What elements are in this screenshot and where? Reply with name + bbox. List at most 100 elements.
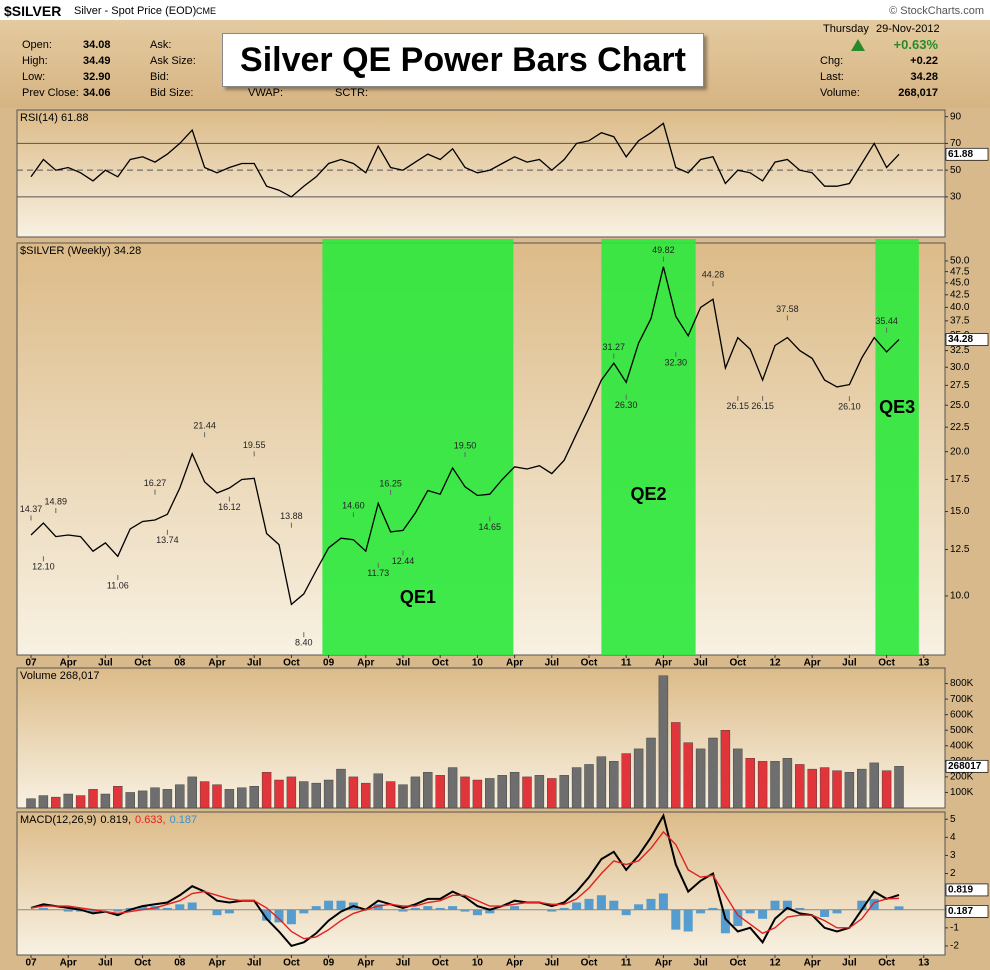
order-field: Bid Size: bbox=[150, 87, 194, 99]
histogram-bar bbox=[274, 909, 284, 923]
volume-bar bbox=[212, 784, 222, 809]
y-tick-label: 5 bbox=[950, 814, 956, 825]
x-tick-label: Apr bbox=[60, 658, 77, 669]
stat-label: Last: bbox=[820, 71, 844, 83]
y-tick-label: 40.0 bbox=[950, 302, 970, 313]
x-tick-label: Oct bbox=[134, 658, 151, 669]
volume-bar bbox=[398, 784, 408, 809]
histogram-bar bbox=[187, 902, 197, 910]
volume-bar bbox=[708, 737, 718, 809]
y-tick-label: 4 bbox=[950, 832, 956, 843]
volume-bar bbox=[323, 779, 334, 809]
volume-bar bbox=[547, 778, 557, 809]
histogram-bar bbox=[472, 909, 482, 916]
volume-bar bbox=[770, 761, 780, 809]
change-pct: +0.63% bbox=[893, 37, 938, 52]
volume-bar bbox=[51, 796, 61, 809]
volume-bar bbox=[596, 756, 607, 809]
volume-bar bbox=[423, 772, 433, 809]
x-tick-label: Apr bbox=[357, 658, 374, 669]
panel-label: MACD(12,26,9) 0.819, 0.633, 0.187 bbox=[20, 814, 197, 826]
histogram-bar bbox=[38, 907, 48, 910]
panel-bg bbox=[16, 109, 946, 238]
volume-bar bbox=[757, 761, 768, 809]
chart-title: Silver QE Power Bars Chart bbox=[222, 33, 704, 87]
x-tick-label: 11 bbox=[621, 658, 632, 669]
histogram-bar bbox=[311, 906, 321, 910]
histogram-bar bbox=[596, 895, 606, 910]
last-value-box bbox=[945, 759, 989, 773]
x-tick-label: 12 bbox=[769, 658, 781, 669]
panel-label-text: MACD(12,26,9) bbox=[20, 814, 96, 826]
volume-bar bbox=[633, 748, 644, 809]
histogram-bar bbox=[410, 907, 420, 910]
copyright: © StockCharts.com bbox=[889, 5, 984, 17]
annotation-label: 14.89 bbox=[45, 496, 68, 506]
histogram-bar bbox=[832, 909, 842, 914]
x-tick-label: 07 bbox=[25, 658, 37, 669]
y-tick-label: 22.5 bbox=[950, 422, 970, 433]
x-tick-label: Jul bbox=[247, 958, 262, 969]
annotation-label: 37.58 bbox=[776, 304, 799, 314]
top-bar bbox=[0, 0, 990, 20]
volume-bar bbox=[571, 767, 582, 809]
annotation-label: 8.40 bbox=[295, 638, 313, 648]
volume-bar bbox=[609, 761, 619, 809]
x-tick-label: Jul bbox=[396, 658, 411, 669]
annotation-label: 11.06 bbox=[107, 580, 129, 590]
description: Silver - Spot Price (EOD) bbox=[74, 5, 197, 17]
volume-bar bbox=[88, 789, 98, 809]
histogram-bar bbox=[820, 909, 830, 917]
price-line bbox=[30, 266, 900, 606]
x-tick-label: Jul bbox=[247, 658, 262, 669]
histogram-bar bbox=[658, 893, 668, 910]
histogram-bar bbox=[559, 907, 569, 910]
volume-bar bbox=[249, 786, 259, 809]
y-tick-label: 30 bbox=[950, 192, 962, 203]
volume-bar bbox=[720, 730, 731, 809]
x-tick-label: 08 bbox=[174, 658, 186, 669]
volume-bar bbox=[782, 758, 793, 809]
histogram-bar bbox=[88, 909, 98, 914]
volume-bar bbox=[113, 786, 123, 809]
panel-label: Volume 268,017 bbox=[20, 670, 100, 682]
histogram-bar bbox=[138, 906, 148, 910]
volume-bar bbox=[485, 778, 495, 809]
annotation-label: 21.44 bbox=[193, 421, 216, 431]
histogram-bar bbox=[584, 898, 594, 910]
x-tick-label: Apr bbox=[804, 958, 821, 969]
x-tick-label: Oct bbox=[283, 658, 300, 669]
histogram-bar bbox=[696, 909, 706, 914]
annotation-label: 35.44 bbox=[875, 316, 898, 326]
exchange: CME bbox=[196, 6, 216, 16]
x-tick-label: 11 bbox=[621, 958, 632, 969]
legend-entry: 0.819, bbox=[100, 814, 131, 826]
annotation-label: 31.27 bbox=[603, 342, 626, 352]
volume-bar bbox=[385, 781, 396, 809]
x-tick-label: Jul bbox=[545, 658, 560, 669]
volume-bar bbox=[150, 787, 160, 809]
volume-bar bbox=[745, 758, 755, 809]
last-value: 34.28 bbox=[948, 334, 973, 345]
histogram-bar bbox=[770, 900, 780, 910]
histogram-bar bbox=[212, 909, 222, 916]
annotation-label: 14.37 bbox=[20, 504, 43, 514]
volume-bar bbox=[733, 748, 743, 809]
y-tick-label: 37.5 bbox=[950, 315, 970, 326]
x-tick-label: 13 bbox=[918, 658, 930, 669]
x-tick-label: Jul bbox=[98, 658, 113, 669]
x-tick-label: Jul bbox=[842, 958, 857, 969]
order-field: Ask Size: bbox=[150, 55, 196, 67]
volume-bar bbox=[881, 770, 892, 809]
y-tick-label: 47.5 bbox=[950, 266, 970, 277]
annotation-label: 19.50 bbox=[454, 440, 477, 450]
y-tick-label: 400K bbox=[950, 740, 974, 751]
histogram-bar bbox=[671, 909, 681, 930]
histogram-bar bbox=[510, 906, 520, 910]
annotation-label: 26.15 bbox=[751, 401, 774, 411]
histogram-bar bbox=[162, 907, 172, 910]
annotation-label: 13.74 bbox=[156, 535, 179, 545]
x-tick-label: Oct bbox=[432, 658, 449, 669]
y-tick-label: 500K bbox=[950, 725, 974, 736]
stat-label: Chg: bbox=[820, 55, 844, 67]
